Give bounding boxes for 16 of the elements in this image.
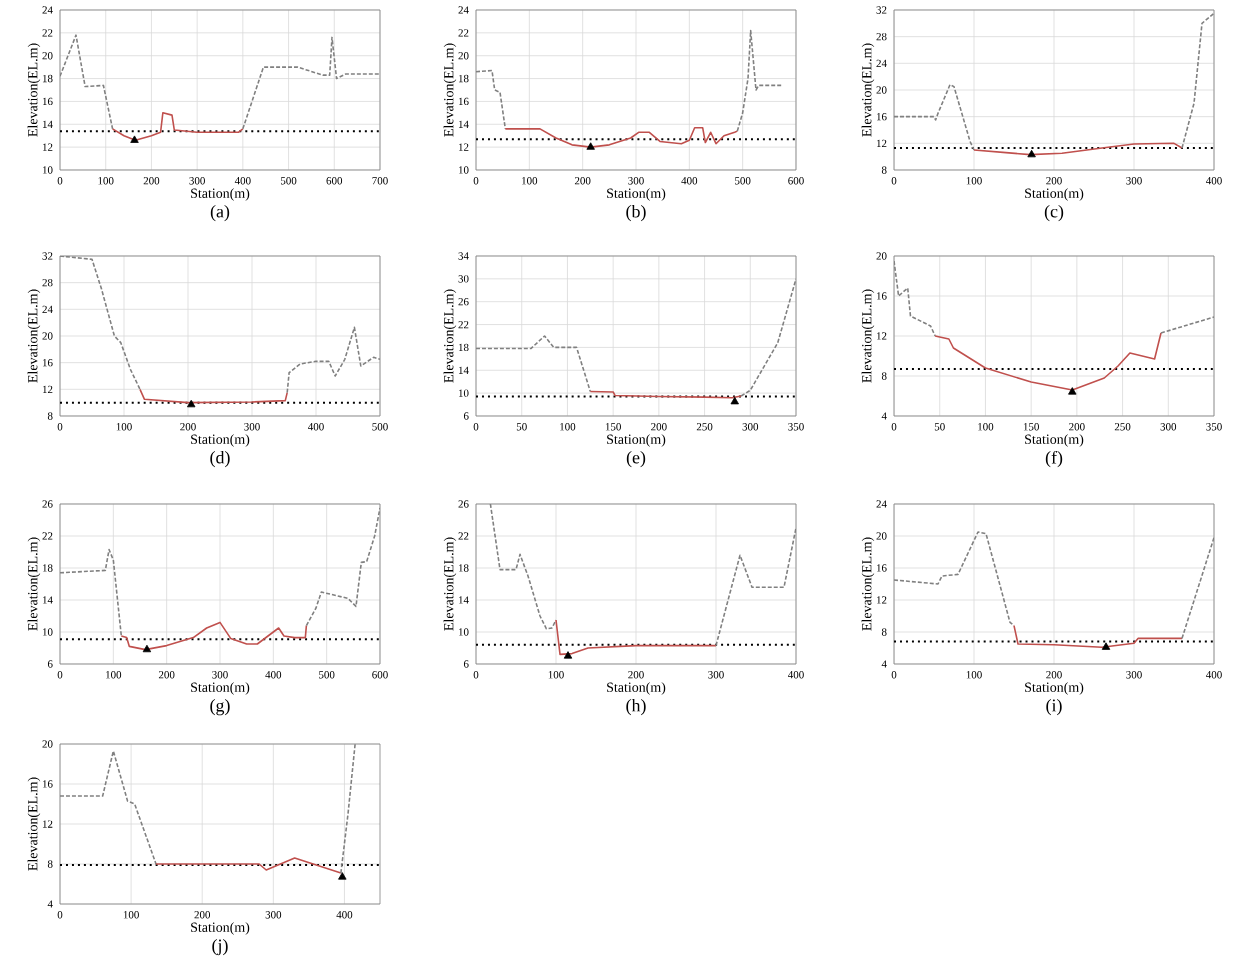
text: (c): [1044, 204, 1064, 222]
text: (g): [210, 698, 230, 716]
text: (e): [626, 450, 646, 468]
line-series: [555, 619, 717, 656]
text: (f): [1045, 450, 1063, 468]
text: (b): [626, 204, 646, 222]
text: (j): [212, 938, 228, 956]
line-series: [736, 29, 784, 132]
text: (h): [626, 698, 646, 716]
text: (i): [1046, 698, 1062, 716]
line-series: [111, 112, 244, 142]
text: (d): [210, 450, 230, 468]
line-series: [120, 621, 308, 651]
line-series: [504, 126, 739, 148]
text: (a): [210, 204, 230, 222]
line-series: [1013, 624, 1183, 648]
